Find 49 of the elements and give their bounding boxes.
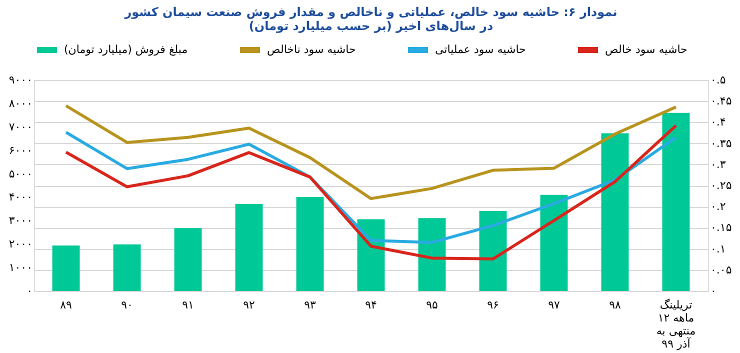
x-tick-label: ۹۸ xyxy=(609,298,621,312)
x-tick-label: ۸۹ xyxy=(60,298,72,312)
y-tick-label: ۹۰۰۰ xyxy=(8,74,32,86)
y2-tick-label: ۰.۳۵ xyxy=(710,136,732,150)
y2-tick-label: ۰.۴ xyxy=(710,116,726,129)
y2-tick-label: ۰.۳ xyxy=(710,158,726,171)
line-series xyxy=(64,124,678,260)
y2-tick-label: ۰.۲۵ xyxy=(710,179,732,192)
bar xyxy=(662,112,690,291)
y2-tick-label: ۰ xyxy=(710,284,716,298)
y2-tick-label: ۰.۲ xyxy=(710,200,726,214)
legend-label: حاشیه سود ناخالص xyxy=(267,43,356,56)
y2-tick-label: ۰.۱۵ xyxy=(710,221,732,234)
x-tick-label: ۹۲ xyxy=(243,298,256,312)
y-tick-label: ۰ xyxy=(26,284,32,298)
x-tick-label: ۹۱ xyxy=(182,298,194,312)
x-tick-label: تریلینگ ۱۲ ماهه منتهی به آذر ۹۹ xyxy=(656,298,696,350)
y-tick-label: ۸۰۰۰ xyxy=(8,96,32,110)
x-tick-label: ۹۳ xyxy=(304,298,316,312)
y-tick-label: ۱۰۰۰ xyxy=(8,261,32,274)
bar xyxy=(52,246,80,291)
legend-label: مبلغ فروش (میلیارد تومان) xyxy=(64,43,188,56)
y2-tick-label: ۰.۰۵ xyxy=(710,263,732,276)
chart-title: نمودار ۶: حاشیه سود خالص، عملیاتی و ناخالص و مقدار فروش صنعت سیمان کشور در سال‌های اخیر (بر حسب میلیارد تومان) xyxy=(124,5,618,33)
y-tick-label: ۶۰۰۰ xyxy=(8,144,32,157)
x-tick-label: ۹۷ xyxy=(548,298,560,312)
y2-tick-label: ۰.۴۵ xyxy=(710,94,732,108)
y-tick-label: ۴۰۰۰ xyxy=(8,190,32,204)
legend-label: حاشیه سود خالص xyxy=(605,43,688,56)
line-series xyxy=(64,104,678,200)
bar xyxy=(418,218,446,291)
x-tick-label: ۹۶ xyxy=(487,298,499,312)
bar xyxy=(601,133,629,291)
x-tick-label: ۹۴ xyxy=(365,298,377,312)
bar xyxy=(479,211,507,291)
legend-label: حاشیه سود عملیاتی xyxy=(435,43,526,56)
x-tick-label: ۹۵ xyxy=(426,298,438,312)
bar xyxy=(174,228,202,291)
y-tick-label: ۲۰۰۰ xyxy=(8,238,32,251)
bar xyxy=(296,196,324,291)
x-tick-label: ۹۰ xyxy=(121,298,133,312)
y2-tick-label: ۰.۵ xyxy=(710,74,726,86)
y-tick-label: ۳۰۰۰ xyxy=(8,214,32,228)
bar xyxy=(235,204,263,291)
y-tick-label: ۷۰۰۰ xyxy=(8,120,32,134)
y2-tick-label: ۰.۱ xyxy=(710,242,726,256)
bar xyxy=(113,244,141,291)
y-tick-label: ۵۰۰۰ xyxy=(8,167,32,180)
bar xyxy=(540,194,568,291)
